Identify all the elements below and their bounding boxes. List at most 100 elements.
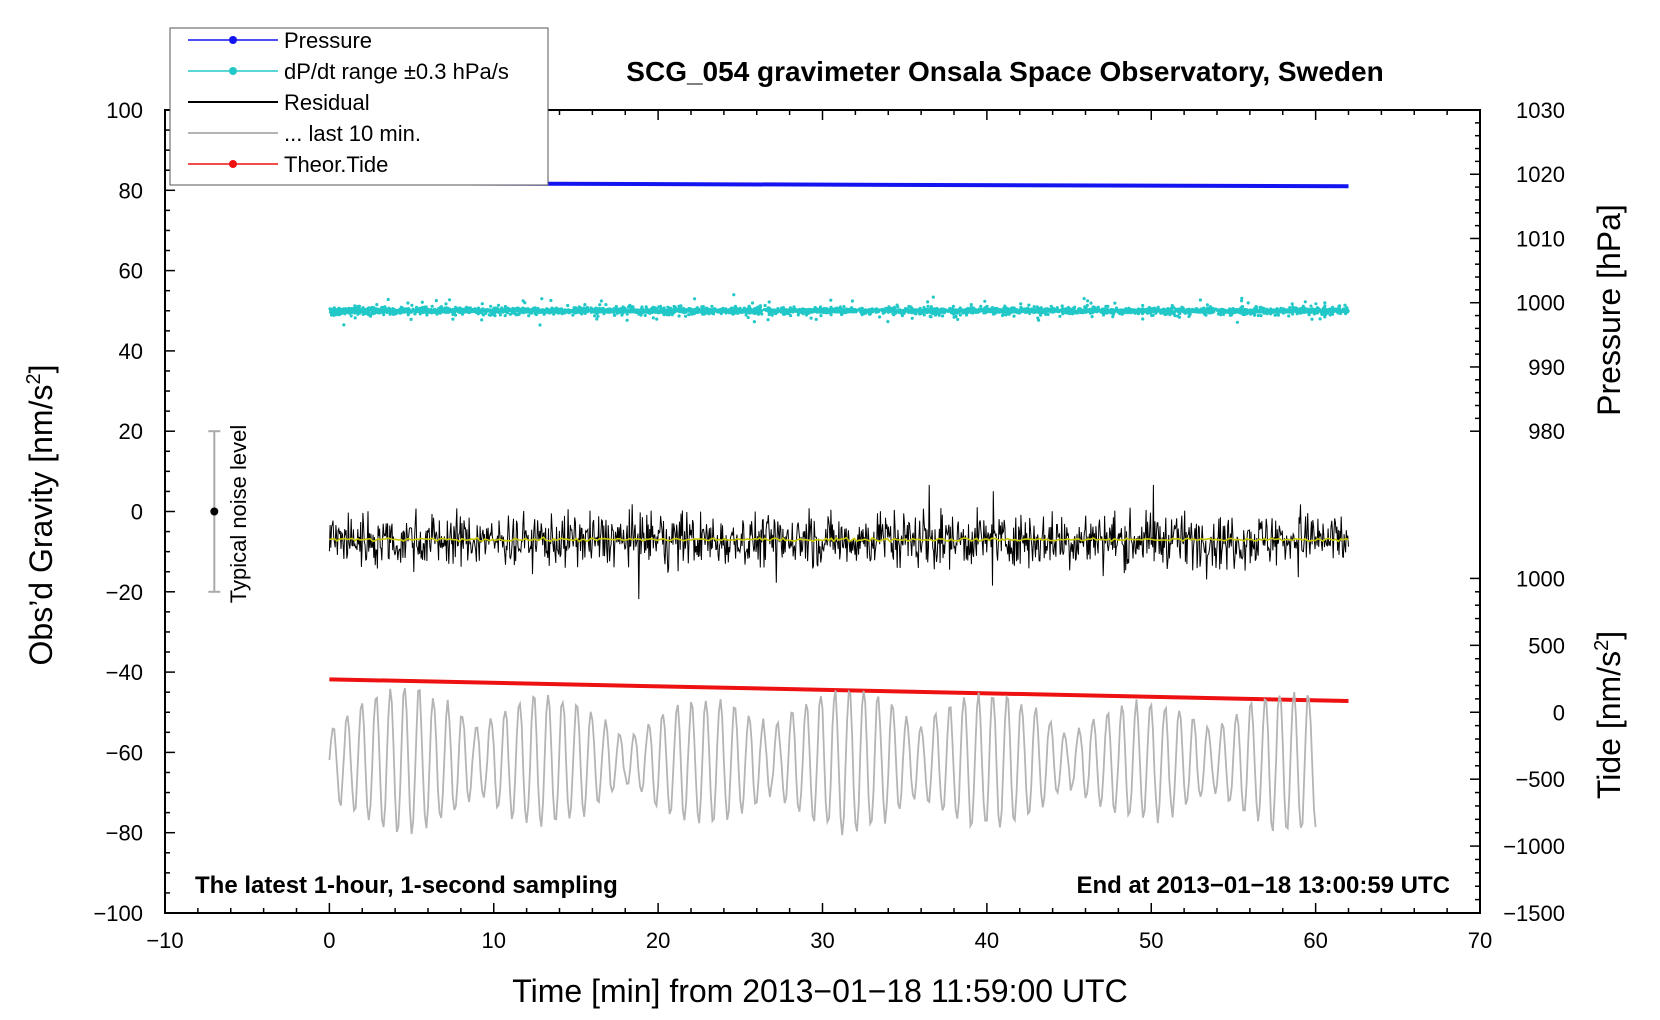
dpdt-point — [1290, 302, 1294, 306]
dpdt-point — [1051, 309, 1055, 314]
dpdt-point — [598, 303, 602, 307]
legend-label: dP/dt range ±0.3 hPa/s — [284, 59, 509, 84]
dpdt-point — [545, 307, 549, 311]
dpdt-point — [337, 310, 342, 314]
dpdt-point — [353, 316, 357, 320]
dpdt-point — [1320, 309, 1324, 313]
dpdt-point — [1216, 312, 1220, 316]
dpdt-point — [602, 312, 606, 316]
dpdt-point — [929, 305, 933, 309]
dpdt-point — [831, 308, 835, 312]
dpdt-point — [985, 304, 989, 308]
dpdt-point — [367, 308, 371, 312]
dpdt-point — [926, 304, 930, 308]
dpdt-point — [717, 308, 721, 312]
tide-tick-label: −1000 — [1503, 834, 1565, 859]
dpdt-point — [438, 308, 442, 312]
y-tick-label: 40 — [119, 339, 143, 364]
dpdt-point — [1345, 310, 1350, 314]
dpdt-point — [1167, 308, 1171, 312]
dpdt-point — [969, 303, 973, 307]
dpdt-point — [423, 305, 427, 309]
dpdt-point — [788, 308, 792, 312]
dpdt-point — [842, 305, 846, 309]
dpdt-point — [406, 309, 410, 313]
dpdt-point — [1089, 301, 1093, 305]
dpdt-point — [1273, 308, 1277, 312]
dpdt-point — [448, 308, 452, 313]
dpdt-point — [451, 308, 455, 313]
dpdt-point — [770, 313, 774, 317]
dpdt-point — [591, 309, 595, 313]
dpdt-point — [1190, 307, 1194, 311]
dpdt-point — [595, 317, 599, 321]
legend-marker — [229, 160, 237, 168]
dpdt-point — [924, 310, 929, 314]
dpdt-point — [491, 308, 495, 312]
dpdt-point — [1229, 313, 1233, 317]
pressure-tick-label: 1010 — [1516, 226, 1565, 251]
dpdt-point — [926, 300, 930, 304]
dpdt-point — [534, 309, 539, 313]
y-axis-title-sup: 2 — [23, 373, 45, 384]
pressure-axis-title: Pressure [hPa] — [1591, 204, 1627, 416]
tide-axis-title-close: ] — [1591, 631, 1627, 640]
dpdt-point — [1095, 308, 1099, 312]
dpdt-point — [1034, 309, 1038, 313]
dpdt-point — [1253, 313, 1257, 317]
dpdt-point — [1063, 307, 1067, 311]
dpdt-point — [928, 310, 932, 314]
plot-area — [208, 181, 1350, 836]
dpdt-point — [803, 308, 807, 312]
note-end-time: End at 2013−01−18 13:00:59 UTC — [1076, 872, 1450, 899]
legend-marker — [229, 36, 237, 44]
pressure-tick-label: 1030 — [1516, 98, 1565, 123]
dpdt-point — [382, 313, 386, 317]
x-tick-label: 30 — [810, 928, 834, 953]
dpdt-point — [640, 305, 644, 309]
dpdt-point — [400, 309, 404, 313]
dpdt-point — [733, 304, 738, 308]
dpdt-point — [912, 309, 916, 313]
dpdt-point — [1018, 310, 1022, 314]
dpdt-point — [425, 313, 429, 317]
dpdt-point — [1192, 310, 1196, 314]
dpdt-point — [964, 309, 969, 313]
dpdt-point — [850, 299, 855, 303]
dpdt-point — [1046, 312, 1050, 316]
dpdt-point — [1174, 308, 1178, 312]
dpdt-point — [464, 305, 468, 309]
dpdt-point — [460, 308, 464, 312]
dpdt-point — [886, 320, 890, 324]
dpdt-point — [531, 307, 535, 311]
dpdt-point — [1314, 302, 1318, 306]
dpdt-point — [660, 307, 664, 311]
dpdt-point — [988, 309, 992, 313]
dpdt-point — [895, 303, 899, 307]
dpdt-point — [775, 308, 779, 312]
dpdt-point — [425, 307, 429, 311]
dpdt-point — [767, 300, 771, 304]
dpdt-point — [480, 318, 484, 322]
dpdt-point — [1337, 304, 1342, 308]
dpdt-point — [687, 313, 691, 317]
dpdt-point — [604, 303, 608, 307]
dpdt-point — [413, 312, 417, 316]
dpdt-point — [451, 317, 455, 321]
y-tick-label: −20 — [106, 580, 143, 605]
tide-tick-label: −1500 — [1503, 901, 1565, 926]
dpdt-point — [435, 312, 439, 316]
dpdt-point — [643, 313, 647, 317]
dpdt-point — [1289, 308, 1293, 312]
y-tick-label: 60 — [119, 259, 143, 284]
dpdt-point — [1309, 309, 1313, 313]
dpdt-point — [488, 308, 492, 312]
dpdt-point — [432, 308, 436, 312]
dpdt-point — [1312, 312, 1317, 316]
dpdt-point — [971, 310, 976, 314]
dpdt-point — [693, 297, 697, 301]
dpdt-point — [1113, 309, 1117, 313]
dpdt-point — [387, 309, 391, 313]
dpdt-point — [1105, 308, 1110, 312]
dpdt-point — [429, 308, 433, 312]
